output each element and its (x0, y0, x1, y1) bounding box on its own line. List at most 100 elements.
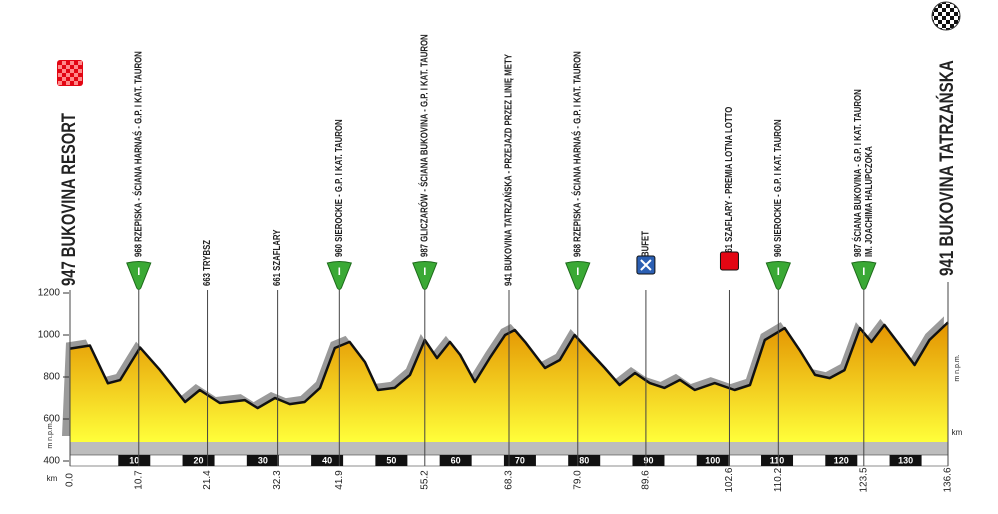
sprint-icon (719, 251, 739, 271)
y-tick-label: 1200 (38, 288, 61, 299)
flag-cell (946, 12, 950, 16)
flag-cell (62, 61, 66, 65)
km-label: 60 (451, 455, 461, 465)
flag-cell (954, 12, 958, 16)
flag-cell (958, 24, 960, 28)
km-label: 90 (643, 455, 653, 465)
y-tick-label: 600 (43, 414, 60, 425)
flag-cell (954, 28, 958, 30)
distance-label: 0.0 (65, 473, 76, 487)
flag-cell (942, 24, 946, 28)
waypoint-label: 987 ŚCIANA BUKOVINA - G.P. I KAT. TAURON (851, 89, 863, 257)
flag-cell (958, 16, 960, 20)
flag-cell (942, 16, 946, 20)
flag-cell (66, 81, 70, 85)
finish-flag (932, 2, 960, 30)
distance-label: 55.2 (419, 470, 430, 490)
flag-cell (58, 81, 62, 85)
waypoint-label: 987 GLICZARÓW - ŚCIANA BUKOVINA - G.P. I… (417, 34, 429, 257)
y-tick-label: 800 (43, 372, 60, 383)
km-label: 130 (898, 455, 913, 465)
flag-cell (946, 28, 950, 30)
km-label: 40 (322, 455, 332, 465)
flag-cell (950, 16, 954, 20)
waypoint-label: BUFET (640, 231, 651, 257)
km-label: 100 (705, 455, 720, 465)
start-label: 947 BUKOVINA RESORT (58, 112, 79, 286)
x-unit-label: km (952, 428, 963, 437)
flag-cell (958, 2, 960, 4)
waypoint-label: 968 RZEPISKA - ŚCIANA HARNAŚ - G.P. I KA… (570, 51, 582, 257)
flag-cell (74, 65, 78, 69)
waypoint-label: 661 SZAFLARY (271, 230, 282, 286)
km-segment (118, 455, 151, 466)
flag-cell (78, 69, 82, 73)
feed-glyph (640, 259, 652, 271)
km-segment (568, 455, 601, 466)
flag-cell (74, 73, 78, 77)
flag-cell (934, 16, 938, 20)
km-segment (696, 455, 729, 466)
flag-cell (946, 20, 950, 24)
flag-cell (932, 12, 934, 16)
flag-cell (62, 77, 66, 81)
km-segment (439, 455, 472, 466)
y-unit-label: m n.p.m. (47, 421, 54, 448)
flag-cell (934, 2, 938, 4)
flag-cell (58, 65, 62, 69)
climb-icon (126, 261, 152, 290)
km-segment (632, 455, 665, 466)
distance-label: 110.2 (773, 467, 784, 492)
x-unit-label: km (47, 474, 58, 483)
km-label: 80 (579, 455, 589, 465)
climb-badge: I (777, 266, 780, 278)
profile-line (69, 321, 949, 410)
waypoint-label: 663 TRYBSZ (201, 240, 212, 286)
y-tick-label: 400 (43, 456, 60, 467)
flag-cell (942, 8, 946, 12)
distance-label: 136.6 (943, 467, 954, 492)
climb-icon (851, 261, 877, 290)
km-segment (375, 455, 408, 466)
flag-cell (70, 69, 74, 73)
start-flag (57, 60, 83, 86)
km-label: 70 (515, 455, 525, 465)
waypoint-label: 941 BUKOVINA TATRZAŃSKA - PRZEJAZD PRZEZ… (502, 54, 514, 286)
distance-label: 123.5 (858, 467, 869, 492)
km-segment (246, 455, 279, 466)
distance-label: 68.3 (504, 470, 515, 490)
km-label: 30 (258, 455, 268, 465)
distance-label: 41.9 (334, 470, 345, 490)
km-segment (182, 455, 215, 466)
flag-cell (70, 77, 74, 81)
distance-label: 102.6 (724, 467, 735, 492)
distance-label: 79.0 (572, 470, 583, 490)
flag-cell (78, 61, 82, 65)
flag-cell (950, 24, 954, 28)
flag-cell (942, 2, 946, 4)
km-segment (311, 455, 344, 466)
flag-cell (70, 61, 74, 65)
flag-cell (932, 4, 934, 8)
climb-icon (565, 261, 591, 290)
distance-label: 32.3 (272, 470, 283, 490)
climb-badge: I (576, 266, 579, 278)
flag-cell (950, 8, 954, 12)
climb-icon (326, 261, 352, 290)
flag-cell (938, 4, 942, 8)
km-segment (761, 455, 794, 466)
waypoint-label: 960 SIEROCKIE - G.P. I KAT. TAURON (333, 119, 344, 257)
flag-cell (954, 20, 958, 24)
km-segment (825, 455, 858, 466)
km-label: 20 (194, 455, 204, 465)
flag-cell (938, 12, 942, 16)
flag-cell (66, 65, 70, 69)
waypoint-label: 968 RZEPISKA - ŚCIANA HARNAŚ - G.P. I KA… (131, 51, 143, 257)
climb-badge: I (137, 266, 140, 278)
km-label: 110 (770, 455, 785, 465)
distance-label: 10.7 (133, 470, 144, 490)
climb-badge: I (862, 266, 865, 278)
climb-icon (765, 261, 791, 290)
flag-cell (934, 8, 938, 12)
